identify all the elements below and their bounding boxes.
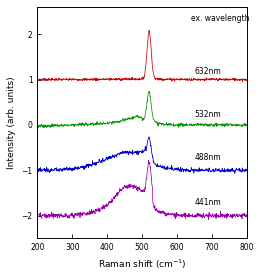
Text: 488nm: 488nm bbox=[194, 153, 221, 162]
Text: 532nm: 532nm bbox=[194, 110, 221, 119]
X-axis label: Raman shift (cm$^{-1}$): Raman shift (cm$^{-1}$) bbox=[98, 258, 186, 271]
Text: ex. wavelength: ex. wavelength bbox=[191, 14, 250, 23]
Y-axis label: Intensity (arb. units): Intensity (arb. units) bbox=[7, 76, 16, 169]
Text: 441nm: 441nm bbox=[194, 198, 221, 207]
Text: 632nm: 632nm bbox=[194, 67, 221, 76]
